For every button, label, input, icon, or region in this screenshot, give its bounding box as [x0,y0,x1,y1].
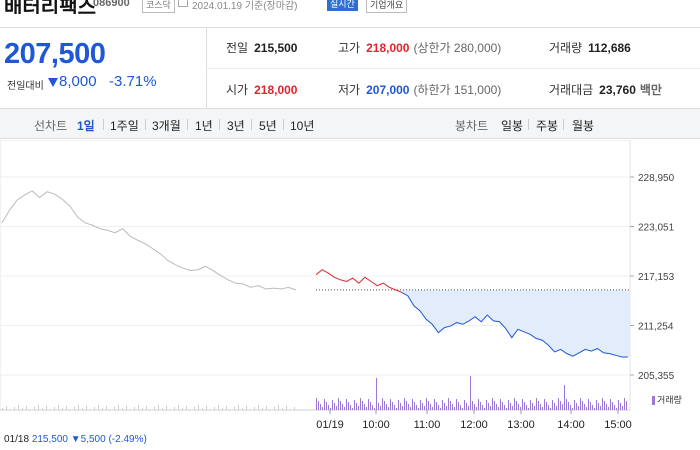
prev-close-value: 215,500 [254,41,298,55]
range-5y-tab[interactable]: 5년 [259,119,277,133]
divider [283,119,284,130]
lower-limit: (하한가 151,000) [413,83,502,97]
divider [187,119,188,130]
company-overview-button[interactable]: 기업개요 [366,0,408,13]
open-value: 218,000 [254,83,298,97]
market-badge: 코스닥 [142,0,175,13]
candle-chart-label: 봉차트 [455,119,489,133]
monthly-candle-tab[interactable]: 월봉 [572,119,595,133]
x-tick-label: 11:00 [414,419,441,431]
range-10y-tab[interactable]: 10년 [290,119,315,133]
x-tick-label: 15:00 [604,419,632,431]
price-change-percent: -3.71% [109,73,157,90]
today-price-line-down [401,291,628,358]
down-triangle-icon: ▼ [70,434,81,445]
prev-date: 01/18 [4,434,30,445]
amount-cell: 거래대금 23,760 백만 [549,83,662,97]
divider [103,119,104,130]
range-1w-tab[interactable]: 1주일 [110,119,139,133]
chart-toolbar: 선차트 1일 1주일 3개월 1년 3년 5년 10년 봉차트 일봉 주봉 월봉 [0,109,700,139]
line-chart-label: 선차트 [34,119,68,133]
y-tick-label: 223,051 [638,223,675,234]
prev-change: 5,500 [80,434,106,445]
low-value: 207,000 [366,83,410,97]
calendar-icon [178,0,188,7]
volume-bars [2,376,627,410]
range-1d-tab[interactable]: 1일 [77,119,95,133]
change-label: 전일대비 [7,81,44,92]
divider [251,119,252,130]
today-price-line-up [315,269,402,293]
daily-candle-tab[interactable]: 일봉 [501,119,524,133]
date-basis: 2024.01.19 기준(장마감) [192,1,298,12]
stock-name: 배터리팩스 [4,0,96,14]
volume-legend-label: 거래량 [657,395,682,405]
high-value: 218,000 [366,41,410,55]
upper-limit: (상한가 280,000) [413,41,502,55]
y-tick-label: 205,355 [638,371,675,382]
divider [206,28,207,110]
divider [207,68,700,69]
intraday-price-chart: 228,950 223,051 217,153 211,254 205,355 01/1… [0,140,675,431]
x-tick-label: 14:00 [557,419,585,431]
low-cell: 저가 207,000 (하한가 151,000) [338,83,502,97]
stock-code: 086900 [93,0,130,9]
high-cell: 고가 218,000 (상한가 280,000) [338,41,502,55]
volume-value: 112,686 [588,41,631,55]
y-tick-label: 228,950 [638,173,675,184]
realtime-button[interactable]: 실시간 [327,0,358,11]
down-triangle-icon [48,78,58,87]
x-tick-label: 01/19 [316,419,344,431]
y-tick-label: 217,153 [638,272,675,283]
range-3y-tab[interactable]: 3년 [227,119,245,133]
price-summary: 207,500 전일대비 8,000 -3.71% 전일 215,500 고가 21… [0,27,700,110]
volume-swatch [652,396,655,406]
volume-cell: 거래량 112,686 [549,41,631,55]
range-1y-tab[interactable]: 1년 [195,119,213,133]
x-axis-labels: 01/19 10:00 11:00 12:00 13:00 14:00 15:00 [316,410,632,431]
chart-grid [0,140,631,411]
divider [528,119,529,130]
weekly-candle-tab[interactable]: 주봉 [536,119,559,133]
below-prev-close-fill [401,289,630,357]
prev-price: 215,500 [31,434,68,445]
range-3m-tab[interactable]: 3개월 [152,119,181,133]
current-price: 207,500 [4,38,106,70]
prev-day-price-line [1,190,297,291]
y-axis-labels: 228,950 223,051 217,153 211,254 205,355 [630,173,675,382]
open-cell: 시가 218,000 [226,83,298,97]
prev-day-summary: 01/18 215,500 ▼5,500 (-2.49%) [4,434,147,445]
x-tick-label: 10:00 [362,419,390,431]
divider [219,119,220,130]
amount-unit: 백만 [639,83,662,97]
y-tick-label: 211,254 [638,322,674,333]
divider [563,119,564,130]
volume-legend: 거래량 [652,393,682,406]
prev-change-percent: (-2.49%) [108,434,147,445]
x-tick-label: 12:00 [460,419,488,431]
stock-title-bar: 배터리팩스 086900 코스닥 2024.01.19 기준(장마감) 실시간 … [0,0,700,14]
price-change: 8,000 [59,73,97,90]
divider [145,119,146,130]
amount-value: 23,760 [599,83,636,97]
x-tick-label: 13:00 [507,419,535,431]
prev-close-cell: 전일 215,500 [226,41,298,55]
